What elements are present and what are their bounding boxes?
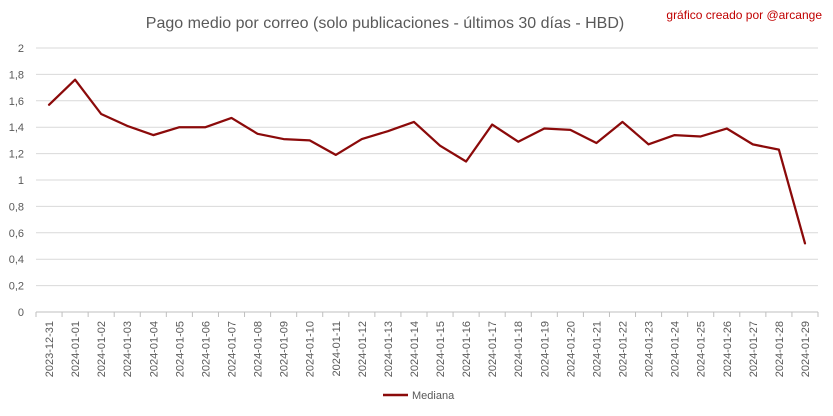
x-tick-label: 2024-01-13 [383,321,395,377]
gridlines [36,47,818,313]
x-tick-label: 2024-01-19 [539,321,551,377]
legend: Mediana [383,390,455,402]
x-tick-label: 2024-01-18 [513,321,525,377]
y-tick-label: 1,8 [9,69,24,81]
x-tick-label: 2024-01-02 [96,321,108,377]
x-tick-label: 2024-01-05 [174,321,186,377]
x-tick-label: 2024-01-10 [305,321,317,377]
y-tick-label: 1,6 [9,96,24,108]
x-tick-label: 2024-01-24 [670,321,682,377]
x-tick-label: 2024-01-26 [722,321,734,377]
x-tick-label: 2024-01-12 [357,321,369,377]
x-tick-label: 2024-01-04 [148,321,160,377]
legend-label-mediana: Mediana [412,390,455,402]
x-tick-label: 2024-01-25 [696,321,708,377]
y-tick-label: 0 [18,307,24,319]
x-tick-label: 2024-01-14 [409,321,421,377]
x-tick-label: 2024-01-22 [618,321,630,377]
x-tick-label: 2024-01-17 [487,321,499,377]
y-tick-label: 0,8 [9,201,24,213]
x-tick-label: 2024-01-28 [774,321,786,377]
y-tick-label: 1 [18,175,24,187]
x-tick-label: 2024-01-08 [253,321,265,377]
y-tick-label: 2 [18,43,24,55]
x-tick-label: 2024-01-23 [644,321,656,377]
x-tick-label: 2024-01-27 [748,321,760,377]
chart-title: Pago medio por correo (solo publicacione… [146,15,624,32]
x-tick-label: 2024-01-29 [800,321,812,377]
x-tick-label: 2024-01-07 [227,321,239,377]
x-tick-label: 2024-01-21 [591,321,603,377]
x-tick-label: 2023-12-31 [44,321,56,377]
x-tick-label: 2024-01-11 [331,321,343,376]
x-tick-label: 2024-01-20 [565,321,577,377]
y-tick-label: 0,6 [9,228,24,240]
series-lines [47,78,807,245]
chart-credit: gráfico creado por @arcange [666,8,822,22]
y-axis-tick-labels: 0 0,2 0,4 0,6 0,8 1 1,2 1,4 1,6 1,8 2 [9,43,24,319]
x-tick-label: 2024-01-01 [70,321,82,377]
y-tick-label: 1,4 [9,122,24,134]
y-tick-label: 1,2 [9,149,24,161]
x-axis-tick-labels: 2023-12-31 2024-01-01 2024-01-02 2024-01-03… [35,312,819,377]
y-tick-label: 0,4 [9,254,24,266]
x-tick-label: 2024-01-06 [200,321,212,377]
x-tick-label: 2024-01-03 [122,321,134,377]
x-tick-label: 2024-01-15 [435,321,447,377]
series-line-mediana [47,78,807,245]
x-tick-label: 2024-01-16 [461,321,473,377]
x-tick-label: 2024-01-09 [279,321,291,377]
y-tick-label: 0,2 [9,281,24,293]
